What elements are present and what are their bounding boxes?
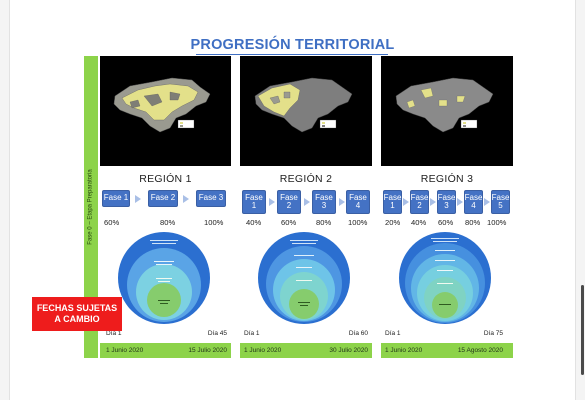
region-2-date-end: 30 Julio 2020 — [329, 347, 368, 354]
region-1-date-end: 15 Julio 2020 — [188, 347, 227, 354]
phase0-bar — [84, 56, 98, 358]
arrow-right-icon — [183, 195, 189, 203]
arrow-right-icon — [403, 198, 409, 206]
arrow-right-icon — [484, 198, 490, 206]
phase0-label: Fase 0 – Etapa Preparatoria — [88, 169, 95, 245]
region-3-percent-4: 80% — [465, 218, 481, 227]
region-2-phase-3-button[interactable]: Fase 3 — [312, 190, 336, 214]
region-1-percent-3: 100% — [204, 218, 224, 227]
region-1-phases: Fase 1 Fase 2 Fase 3 — [100, 190, 231, 218]
region-3-day-start: Día 1 — [385, 330, 401, 337]
region-2-circles-diagram — [240, 228, 372, 328]
page-title: PROGRESIÓN TERRITORIAL — [190, 37, 395, 53]
region-column-3: REGIÓN 3 Fase 1 Fase 2 Fase 3 Fase 4 Fas… — [381, 56, 513, 358]
region-2-phase-1-button[interactable]: Fase 1 — [242, 190, 266, 214]
region-1-day-end: Día 45 — [207, 330, 227, 337]
dates-subject-to-change-notice: FECHAS SUJETAS A CAMBIO — [32, 297, 122, 331]
region-2-percent-1: 40% — [246, 218, 262, 227]
region-3-date-end: 15 Agosto 2020 — [457, 347, 503, 354]
region-1-title: REGIÓN 1 — [139, 173, 192, 185]
region-2-title: REGIÓN 2 — [279, 173, 333, 185]
arrow-right-icon — [304, 198, 310, 206]
arrow-right-icon — [135, 195, 141, 203]
region-3-date-start: 1 Junio 2020 — [385, 347, 423, 354]
region-1-percent-1: 60% — [104, 218, 120, 227]
vertical-scrollbar[interactable] — [581, 285, 584, 375]
arrow-right-icon — [339, 198, 345, 206]
region-3-phase-3-button[interactable]: Fase 3 — [437, 190, 456, 214]
region-3-percent-2: 40% — [411, 218, 427, 227]
region-3-phases: Fase 1 Fase 2 Fase 3 Fase 4 Fase 5 — [381, 190, 513, 218]
region-1-phase-1-button[interactable]: Fase 1 — [102, 190, 130, 207]
region-2-percent-4: 100% — [348, 218, 368, 227]
region-column-2: REGIÓN 2 Fase 1 Fase 2 Fase 3 Fase 4 40%… — [240, 56, 372, 358]
region-2-percent-2: 60% — [281, 218, 297, 227]
title-underline — [196, 54, 388, 55]
region-1-day-start: Día 1 — [106, 330, 122, 337]
region-1-date-start: 1 Junio 2020 — [106, 347, 144, 354]
region-1-map — [100, 56, 231, 166]
region-3-phase-2-button[interactable]: Fase 2 — [410, 190, 429, 214]
region-3-map — [381, 56, 513, 166]
region-2-phase-2-button[interactable]: Fase 2 — [277, 190, 301, 214]
region-3-circles-diagram — [381, 228, 513, 328]
region-3-title: REGIÓN 3 — [420, 173, 474, 185]
region-1-phase-2-button[interactable]: Fase 2 — [148, 190, 178, 207]
region-3-phase-5-button[interactable]: Fase 5 — [491, 190, 510, 214]
region-3-day-end: Día 75 — [483, 330, 503, 337]
region-2-map — [240, 56, 372, 166]
region-1-phase-3-button[interactable]: Fase 3 — [196, 190, 226, 207]
region-3-percent-1: 20% — [385, 218, 401, 227]
region-3-phase-1-button[interactable]: Fase 1 — [383, 190, 402, 214]
region-2-percent-3: 80% — [316, 218, 332, 227]
region-2-date-bar: 1 Junio 2020 30 Julio 2020 — [240, 343, 372, 358]
region-1-circles-diagram — [100, 228, 231, 328]
region-3-phase-4-button[interactable]: Fase 4 — [464, 190, 483, 214]
arrow-right-icon — [430, 198, 436, 206]
region-3-date-bar: 1 Junio 2020 15 Agosto 2020 — [381, 343, 513, 358]
region-2-phases: Fase 1 Fase 2 Fase 3 Fase 4 — [240, 190, 372, 218]
region-2-date-start: 1 Junio 2020 — [244, 347, 282, 354]
region-2-phase-4-button[interactable]: Fase 4 — [346, 190, 370, 214]
region-1-percent-2: 80% — [160, 218, 176, 227]
region-1-date-bar: 1 Junio 2020 15 Julio 2020 — [100, 343, 231, 358]
arrow-right-icon — [457, 198, 463, 206]
arrow-right-icon — [269, 198, 275, 206]
region-3-percent-5: 100% — [487, 218, 507, 227]
region-2-day-end: Día 60 — [348, 330, 368, 337]
region-2-day-start: Día 1 — [244, 330, 260, 337]
region-3-percent-3: 60% — [438, 218, 454, 227]
